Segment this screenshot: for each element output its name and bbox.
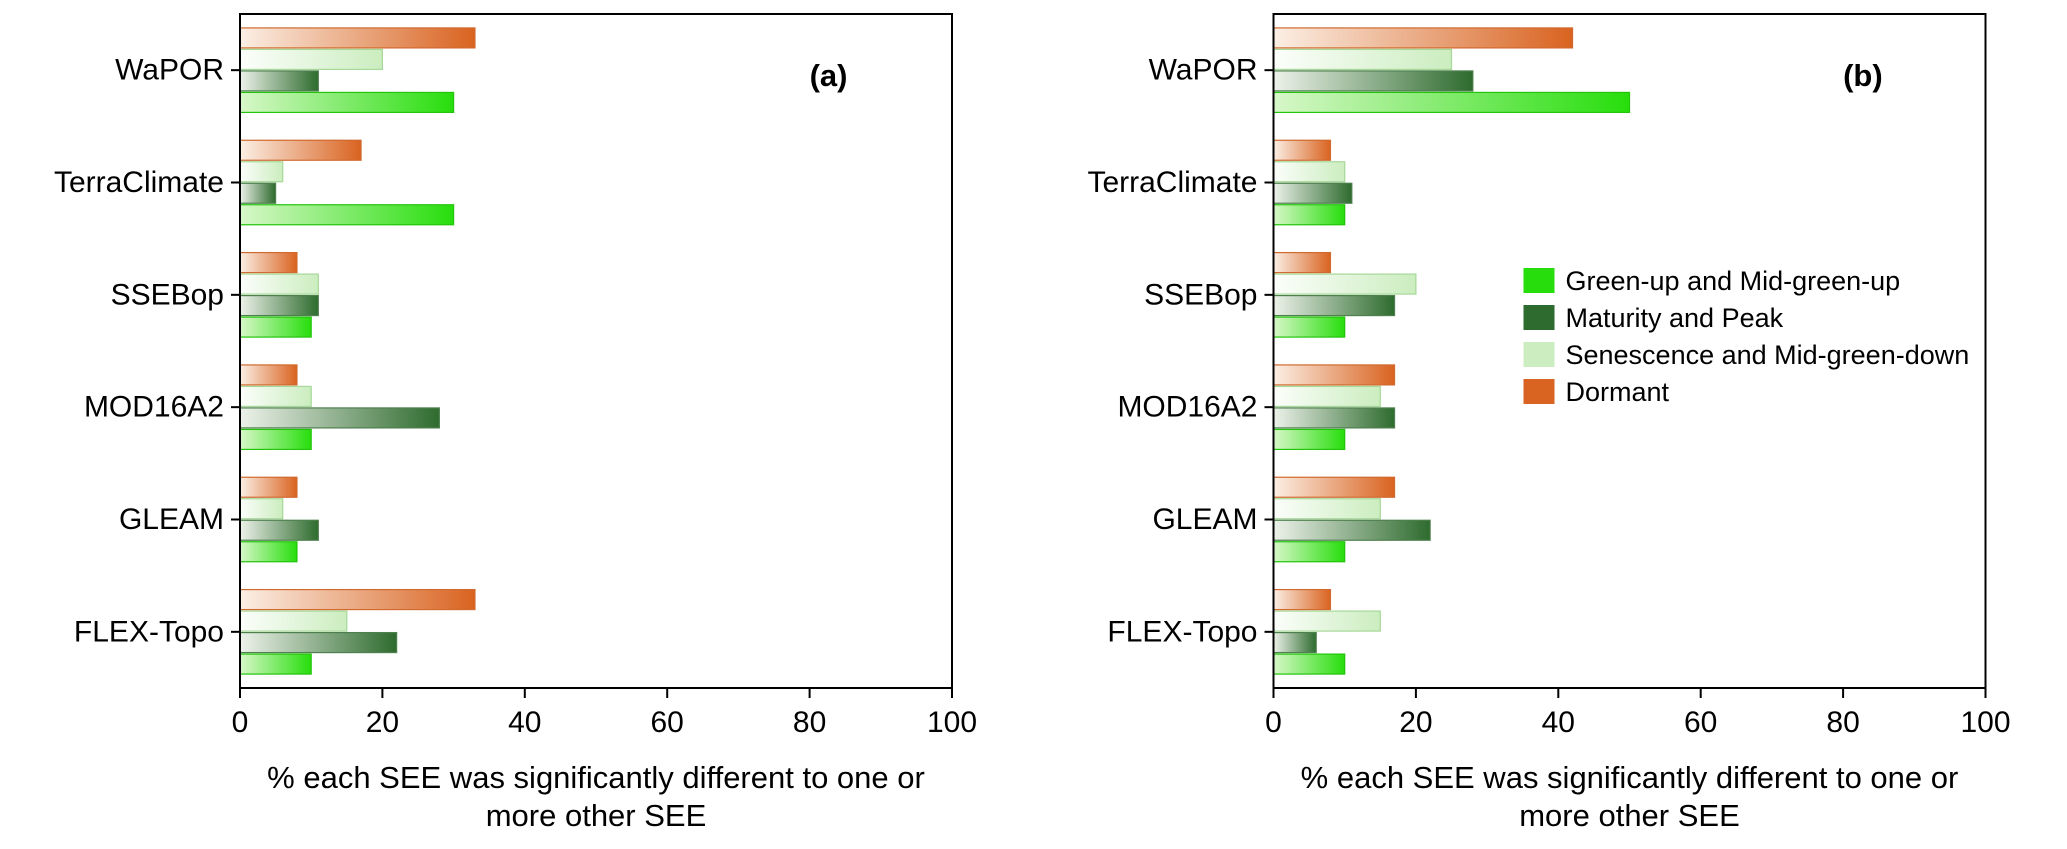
- bar-ssebop-senescence-and-mid-green-down: [239, 273, 319, 295]
- x-axis-title-line1: % each SEE was significantly different t…: [1301, 760, 1959, 795]
- bar-terraclimate-dormant: [1272, 139, 1332, 161]
- category-label-flex-topo: FLEX-Topo: [74, 615, 224, 648]
- bar-flex-topo-senescence-and-mid-green-down: [1272, 610, 1381, 632]
- category-label-ssebop: SSEBop: [1144, 278, 1257, 311]
- legend-swatch-maturity-and-peak: [1523, 305, 1555, 330]
- bar-gleam-senescence-and-mid-green-down: [239, 498, 284, 520]
- x-tick-label: 60: [1684, 706, 1717, 739]
- x-tick-label: 100: [927, 706, 977, 739]
- x-tick-label: 80: [793, 706, 826, 739]
- legend-swatch-dormant: [1523, 379, 1555, 404]
- bar-terraclimate-senescence-and-mid-green-down: [1272, 161, 1346, 183]
- bar-terraclimate-senescence-and-mid-green-down: [239, 161, 284, 183]
- bar-wapor-dormant: [239, 27, 476, 49]
- bar-ssebop-dormant: [239, 251, 298, 274]
- legend-swatch-green-up-and-mid-green-up: [1523, 268, 1555, 293]
- bar-gleam-dormant: [239, 476, 298, 498]
- bar-gleam-maturity-and-peak: [1272, 519, 1431, 541]
- x-tick-label: 60: [651, 706, 684, 739]
- category-label-gleam: GLEAM: [1152, 503, 1257, 536]
- panel-label: (b): [1843, 58, 1883, 93]
- bar-flex-topo-green-up-and-mid-green-up: [1272, 653, 1346, 675]
- bar-terraclimate-green-up-and-mid-green-up: [239, 204, 455, 226]
- bar-ssebop-senescence-and-mid-green-down: [1272, 273, 1417, 295]
- bar-ssebop-dormant: [1272, 251, 1332, 274]
- x-tick-label: 40: [508, 706, 541, 739]
- bar-mod16a2-dormant: [239, 364, 298, 386]
- x-tick-label: 0: [1265, 706, 1282, 739]
- bar-flex-topo-green-up-and-mid-green-up: [239, 653, 312, 675]
- category-label-ssebop: SSEBop: [111, 278, 224, 311]
- bar-ssebop-green-up-and-mid-green-up: [239, 316, 312, 338]
- x-tick-label: 100: [1960, 706, 2010, 739]
- panel-b: WaPOR TerraClimate SSEBop MOD16A2 GLEAM FLEX-…: [1033, 0, 2066, 844]
- bar-chart-b: WaPOR TerraClimate SSEBop MOD16A2 GLEAM FLEX-…: [1087, 13, 2011, 833]
- category-label-wapor: WaPOR: [1149, 54, 1258, 87]
- bar-wapor-senescence-and-mid-green-down: [1272, 48, 1453, 71]
- category-label-mod16a2: MOD16A2: [84, 391, 224, 424]
- x-tick-label: 40: [1542, 706, 1575, 739]
- x-tick-label: 80: [1826, 706, 1859, 739]
- bar-wapor-green-up-and-mid-green-up: [1272, 91, 1631, 114]
- plot-frame: [239, 13, 953, 689]
- category-label-wapor: WaPOR: [115, 54, 224, 87]
- bar-flex-topo-maturity-and-peak: [239, 631, 398, 654]
- bar-mod16a2-green-up-and-mid-green-up: [239, 428, 312, 451]
- bar-terraclimate-dormant: [239, 139, 362, 161]
- x-axis-title-line1: % each SEE was significantly different t…: [267, 760, 925, 795]
- category-label-flex-topo: FLEX-Topo: [1107, 615, 1257, 648]
- category-label-gleam: GLEAM: [119, 503, 224, 536]
- bar-mod16a2-senescence-and-mid-green-down: [239, 385, 312, 408]
- x-tick-label: 20: [366, 706, 399, 739]
- legend-swatch-senescence-and-mid-green-down: [1523, 342, 1555, 367]
- bar-gleam-dormant: [1272, 476, 1396, 498]
- bar-flex-topo-dormant: [1272, 588, 1332, 611]
- bar-flex-topo-senescence-and-mid-green-down: [239, 610, 348, 632]
- legend-label-senescence-and-mid-green-down: Senescence and Mid-green-down: [1566, 340, 1970, 370]
- bar-flex-topo-dormant: [239, 588, 476, 611]
- bar-terraclimate-green-up-and-mid-green-up: [1272, 204, 1346, 226]
- bar-mod16a2-maturity-and-peak: [239, 407, 440, 429]
- bar-wapor-maturity-and-peak: [1272, 70, 1474, 92]
- bar-gleam-green-up-and-mid-green-up: [239, 541, 298, 563]
- bar-mod16a2-dormant: [1272, 364, 1396, 386]
- bar-wapor-dormant: [1272, 27, 1574, 49]
- bar-terraclimate-maturity-and-peak: [239, 182, 277, 204]
- bar-gleam-maturity-and-peak: [239, 519, 319, 541]
- bar-mod16a2-maturity-and-peak: [1272, 407, 1396, 429]
- bar-gleam-green-up-and-mid-green-up: [1272, 541, 1346, 563]
- bar-chart-a: WaPOR TerraClimate SSEBop MOD16A2 GLEAM FLEX-…: [54, 13, 977, 833]
- bar-wapor-senescence-and-mid-green-down: [239, 48, 383, 71]
- legend-label-dormant: Dormant: [1566, 377, 1670, 407]
- legend-label-green-up-and-mid-green-up: Green-up and Mid-green-up: [1566, 266, 1901, 296]
- bar-ssebop-maturity-and-peak: [1272, 294, 1396, 317]
- bar-ssebop-maturity-and-peak: [239, 294, 319, 317]
- bar-wapor-maturity-and-peak: [239, 70, 319, 92]
- plot-frame: [1272, 13, 1987, 689]
- bar-ssebop-green-up-and-mid-green-up: [1272, 316, 1346, 338]
- panel-label: (a): [810, 58, 848, 93]
- x-axis-title-line2: more other SEE: [1519, 798, 1740, 833]
- legend-label-maturity-and-peak: Maturity and Peak: [1566, 303, 1784, 333]
- panel-a: WaPOR TerraClimate SSEBop MOD16A2 GLEAM FLEX-…: [0, 0, 1033, 844]
- bar-wapor-green-up-and-mid-green-up: [239, 91, 455, 114]
- x-axis-title-line2: more other SEE: [486, 798, 707, 833]
- category-label-terraclimate: TerraClimate: [1087, 166, 1257, 199]
- bar-terraclimate-maturity-and-peak: [1272, 182, 1353, 204]
- x-tick-label: 0: [232, 706, 249, 739]
- category-label-mod16a2: MOD16A2: [1117, 391, 1257, 424]
- bar-flex-topo-maturity-and-peak: [1272, 631, 1317, 654]
- category-label-terraclimate: TerraClimate: [54, 166, 224, 199]
- bar-gleam-senescence-and-mid-green-down: [1272, 498, 1381, 520]
- bar-mod16a2-senescence-and-mid-green-down: [1272, 385, 1381, 408]
- x-tick-label: 20: [1399, 706, 1432, 739]
- bar-mod16a2-green-up-and-mid-green-up: [1272, 428, 1346, 451]
